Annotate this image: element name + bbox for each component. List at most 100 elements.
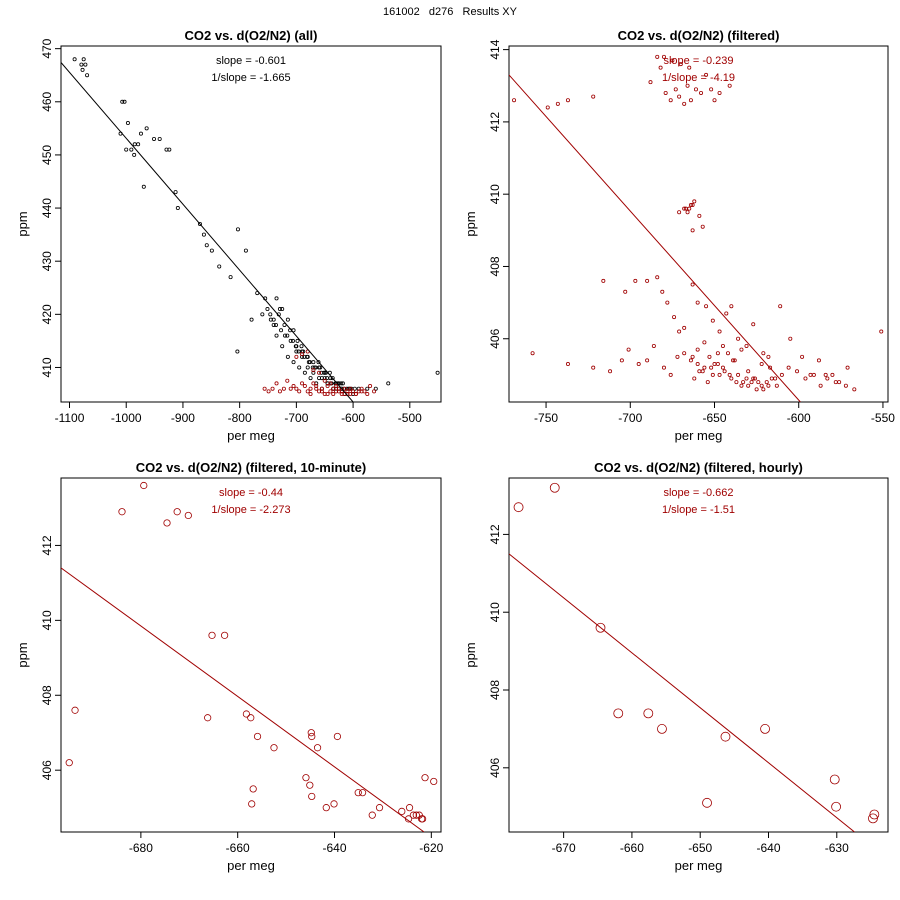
data-point — [308, 392, 313, 397]
data-point — [608, 369, 613, 374]
data-point — [260, 312, 265, 317]
data-point — [283, 333, 288, 338]
data-point — [751, 322, 756, 327]
x-tick-label: -670 — [552, 841, 576, 855]
data-point — [831, 801, 842, 812]
data-point — [685, 210, 690, 215]
data-point — [173, 190, 178, 195]
data-point — [795, 369, 800, 374]
data-point — [81, 57, 86, 62]
data-point — [591, 94, 596, 99]
data-point — [175, 206, 180, 211]
data-point — [688, 203, 693, 208]
data-point — [359, 386, 364, 391]
y-axis-label: ppm — [15, 211, 30, 236]
slope-annotation: slope = -0.601 — [216, 55, 286, 67]
data-point — [655, 54, 660, 59]
data-point — [336, 389, 341, 394]
data-point — [305, 389, 310, 394]
plot-frame — [60, 45, 442, 403]
data-point — [333, 732, 342, 741]
data-point — [829, 774, 840, 785]
y-tick-label: 410 — [40, 357, 54, 377]
data-point — [353, 392, 358, 397]
data-point — [752, 376, 757, 381]
data-point — [373, 386, 378, 391]
x-axis-label: per meg — [675, 858, 723, 873]
data-point — [325, 384, 330, 389]
data-point — [530, 351, 535, 356]
data-point — [845, 365, 850, 370]
data-point — [317, 376, 322, 381]
data-point — [668, 98, 673, 103]
data-point — [692, 199, 697, 204]
data-point — [331, 392, 336, 397]
data-point — [249, 785, 257, 793]
data-point — [132, 142, 137, 147]
y-tick-label: 406 — [488, 328, 502, 348]
page-title: 161002 d276 Results XY — [383, 6, 517, 18]
data-point — [661, 54, 666, 59]
data-point — [734, 380, 739, 385]
data-point — [359, 389, 364, 394]
data-point — [405, 804, 414, 812]
y-tick-label: 410 — [488, 184, 502, 204]
data-point — [545, 105, 550, 110]
y-tick-label: 410 — [488, 602, 502, 622]
data-point — [769, 376, 774, 381]
data-point — [677, 94, 682, 99]
data-point — [358, 789, 367, 797]
data-point — [766, 354, 771, 359]
data-layer — [509, 482, 880, 832]
data-point — [352, 386, 357, 391]
y-tick-label: 430 — [40, 251, 54, 271]
data-point — [330, 800, 338, 808]
chart-panel-3: CO2 vs. d(O2/N2) (filtered, 10-minute) -6… — [15, 460, 444, 873]
x-tick-label: -700 — [284, 411, 308, 425]
data-point — [565, 362, 570, 367]
data-point — [549, 482, 560, 493]
data-point — [311, 368, 316, 373]
plot-frame — [508, 45, 889, 403]
data-point — [739, 347, 744, 352]
data-point — [325, 392, 330, 397]
data-point — [253, 732, 262, 741]
data-point — [129, 147, 134, 152]
data-point — [345, 389, 350, 394]
data-point — [879, 329, 884, 334]
data-point — [421, 774, 429, 782]
data-point — [331, 386, 336, 391]
data-point — [235, 227, 240, 232]
data-point — [280, 307, 285, 312]
data-point — [732, 358, 737, 363]
data-point — [619, 358, 624, 363]
data-point — [308, 386, 313, 391]
x-tick-label: -660 — [620, 841, 644, 855]
data-point — [702, 365, 707, 370]
data-point — [823, 372, 828, 377]
data-point — [651, 343, 656, 348]
inverse-slope-annotation: 1/slope = -1.665 — [211, 72, 290, 84]
data-point — [249, 317, 254, 322]
data-point — [294, 354, 299, 359]
data-point — [670, 58, 675, 63]
data-point — [340, 381, 345, 386]
data-point — [209, 248, 214, 253]
data-point — [208, 631, 216, 639]
data-point — [306, 360, 311, 365]
data-point — [657, 724, 667, 734]
data-point — [368, 384, 373, 389]
data-layer — [61, 481, 438, 832]
data-point — [285, 378, 290, 383]
data-point — [138, 131, 143, 136]
y-axis-label: ppm — [463, 211, 478, 236]
data-point — [339, 381, 344, 386]
data-point — [294, 349, 299, 354]
data-point — [281, 386, 286, 391]
data-point — [122, 99, 127, 104]
x-tick-label: -800 — [228, 411, 252, 425]
data-point — [419, 815, 427, 823]
x-tick-label: -630 — [825, 841, 849, 855]
data-point — [277, 389, 282, 394]
y-tick-label: 460 — [40, 91, 54, 111]
